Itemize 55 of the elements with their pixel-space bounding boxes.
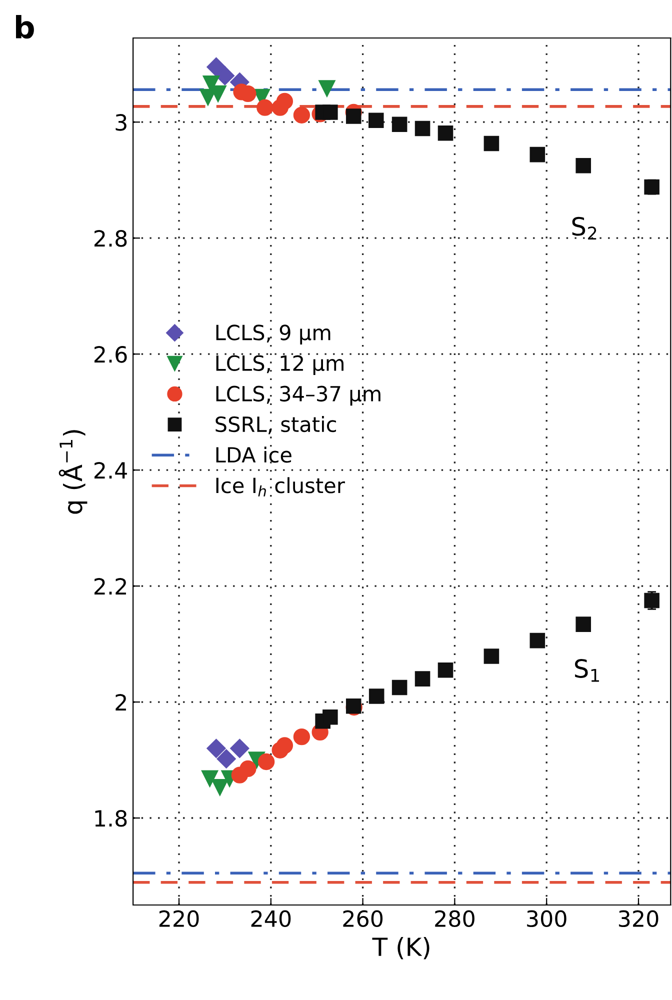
y-tick-label: 3: [116, 114, 126, 131]
point: [276, 737, 294, 754]
x-tick-label: 260: [343, 910, 383, 928]
point: [530, 632, 546, 648]
annotation: S$_{1}$: [574, 659, 599, 682]
y-tick-label: 2.4: [94, 462, 127, 478]
point: [392, 116, 408, 132]
point: [258, 753, 275, 770]
legend-label: LCLS, 12 µm: [216, 355, 344, 376]
chart-title: b: [16, 15, 34, 39]
y-axis-title: q (Å$^{−1}$): [58, 430, 88, 514]
point: [212, 778, 228, 796]
point: [368, 112, 384, 128]
point: [276, 92, 294, 110]
legend-label: LCLS, 34–37 µm: [216, 386, 380, 406]
x-tick-label: 220: [159, 910, 199, 928]
y-tick-label: 2.2: [94, 578, 126, 594]
point: [322, 104, 338, 120]
y-tick-label: 2: [116, 694, 126, 710]
point: [576, 616, 591, 632]
x-tick-label: 320: [618, 910, 658, 928]
legend-label: SSRL, static: [216, 416, 336, 434]
legend-label: LCLS, 9 µm: [216, 324, 330, 344]
point: [318, 80, 336, 97]
point: [484, 136, 500, 152]
point: [201, 770, 218, 787]
point: [414, 671, 430, 686]
point: [322, 709, 338, 725]
point: [368, 688, 384, 704]
point: [414, 120, 430, 136]
point: [293, 728, 310, 746]
point: [256, 99, 274, 116]
x-tick-label: 240: [251, 910, 291, 928]
point: [438, 125, 454, 141]
y-tick-label: 2.8: [94, 230, 127, 247]
y-tick-label: 1.8: [95, 810, 127, 827]
point: [216, 749, 236, 768]
point: [438, 662, 454, 678]
legend-label: Ice I$_{h}$ cluster: [216, 477, 345, 496]
annotation: S$_{2}$: [572, 216, 596, 240]
x-axis-title: T (K): [372, 936, 430, 960]
point: [530, 146, 546, 162]
point: [206, 738, 226, 758]
point: [484, 648, 500, 664]
x-tick-label: 300: [527, 910, 566, 928]
point: [206, 57, 226, 77]
point: [392, 680, 408, 696]
point: [293, 106, 310, 124]
point: [346, 108, 362, 124]
point: [240, 760, 256, 778]
x-tick-label: 280: [435, 910, 474, 928]
point: [576, 158, 591, 174]
legend-label: LDA ice: [216, 446, 292, 463]
point: [230, 738, 250, 758]
y-tick-label: 2.6: [94, 346, 127, 363]
